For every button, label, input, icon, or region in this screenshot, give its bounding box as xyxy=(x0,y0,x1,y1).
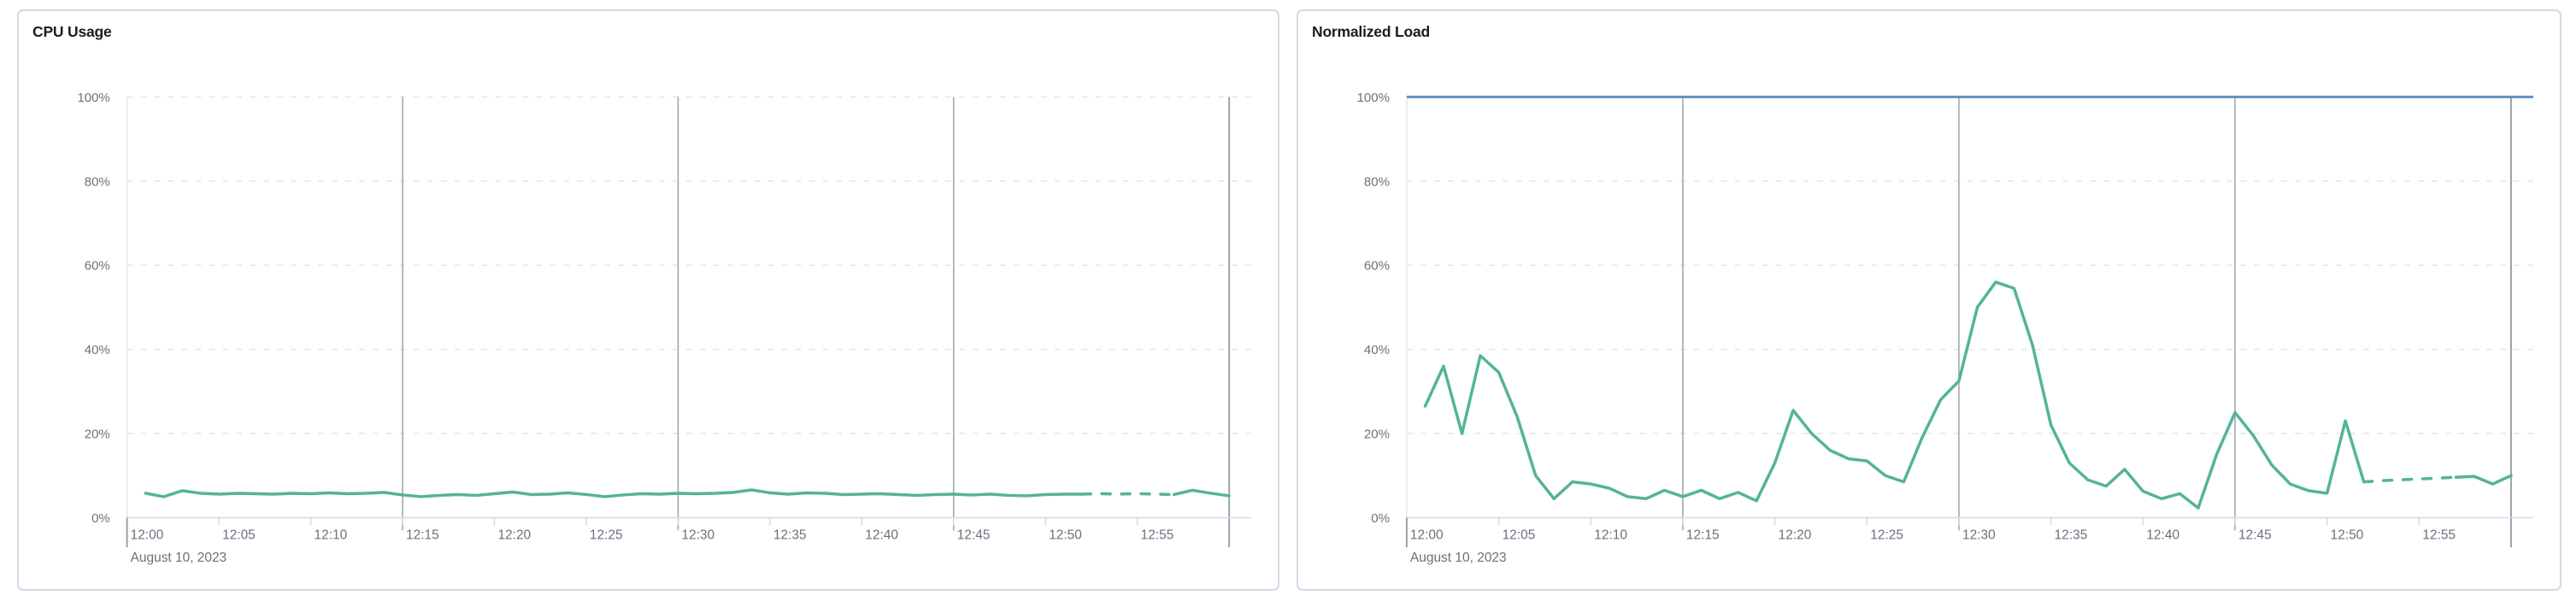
cpu-usage-card: CPU Usage 0% 20% 40% 60% 80% 100% 12:00 12:05 12… xyxy=(17,9,1279,591)
y-tick-label: 20% xyxy=(85,427,110,442)
x-tick-label: 12:10 xyxy=(315,527,348,542)
normalized-load-line-solid xyxy=(1423,280,2366,510)
y-tick-label: 80% xyxy=(1364,174,1390,189)
y-tick-label: 60% xyxy=(1364,259,1390,274)
x-tick-label: 12:20 xyxy=(497,527,531,542)
x-axis-date-label: August 10, 2023 xyxy=(131,551,227,565)
y-tick-label: 20% xyxy=(1364,427,1390,442)
cpu-usage-title: CPU Usage xyxy=(32,23,112,40)
x-tick-label: 12:55 xyxy=(2422,527,2455,542)
normalized-load-chart[interactable]: 0% 20% 40% 60% 80% 100% 12:00 12:05 12:10 12:15 12… xyxy=(1298,11,2560,589)
x-axis-date-label: August 10, 2023 xyxy=(1410,551,1507,565)
x-tick-label: 12:55 xyxy=(1141,527,1174,542)
cpu-usage-line-solid xyxy=(1172,488,1231,498)
x-tick-label: 12:35 xyxy=(773,527,807,542)
y-tick-label: 40% xyxy=(85,343,110,357)
normalized-load-title: Normalized Load xyxy=(1312,23,1430,40)
x-tick-label: 12:30 xyxy=(1962,527,1996,542)
x-tick-label: 12:35 xyxy=(2055,527,2088,542)
y-tick-label: 80% xyxy=(85,174,110,189)
normalized-load-line-dashed xyxy=(2362,475,2458,484)
y-tick-label: 40% xyxy=(1364,343,1390,357)
x-tick-label: 12:45 xyxy=(2238,527,2272,542)
x-tick-label: 12:25 xyxy=(590,527,623,542)
x-tick-label: 12:00 xyxy=(1410,527,1444,542)
y-tick-label: 0% xyxy=(1371,511,1390,526)
y-tick-label: 100% xyxy=(77,91,109,105)
cpu-usage-chart[interactable]: 0% 20% 40% 60% 80% 100% 12:00 12:05 12:10 12:15 12… xyxy=(19,11,1278,589)
cpu-usage-line-dashed xyxy=(1080,492,1176,497)
normalized-load-card: Normalized Load 0% 20% 40% 60% 80% 100% 12:00 1… xyxy=(1297,9,2561,591)
x-tick-label: 12:30 xyxy=(681,527,715,542)
x-tick-label: 12:00 xyxy=(131,527,164,542)
x-tick-label: 12:40 xyxy=(2146,527,2179,542)
x-tick-label: 12:15 xyxy=(1686,527,1720,542)
x-tick-label: 12:50 xyxy=(2331,527,2364,542)
x-tick-label: 12:15 xyxy=(406,527,439,542)
x-tick-label: 12:10 xyxy=(1594,527,1627,542)
x-tick-label: 12:20 xyxy=(1779,527,1812,542)
normalized-load-line-solid xyxy=(2454,474,2513,486)
y-tick-label: 100% xyxy=(1357,91,1390,105)
x-tick-label: 12:05 xyxy=(1503,527,1536,542)
x-tick-label: 12:25 xyxy=(1870,527,1903,542)
x-tick-label: 12:50 xyxy=(1049,527,1082,542)
x-tick-label: 12:45 xyxy=(957,527,991,542)
cpu-usage-line-solid xyxy=(144,488,1084,498)
y-tick-label: 60% xyxy=(85,259,110,274)
x-tick-label: 12:05 xyxy=(222,527,256,542)
y-tick-label: 0% xyxy=(91,511,110,526)
x-tick-label: 12:40 xyxy=(865,527,898,542)
